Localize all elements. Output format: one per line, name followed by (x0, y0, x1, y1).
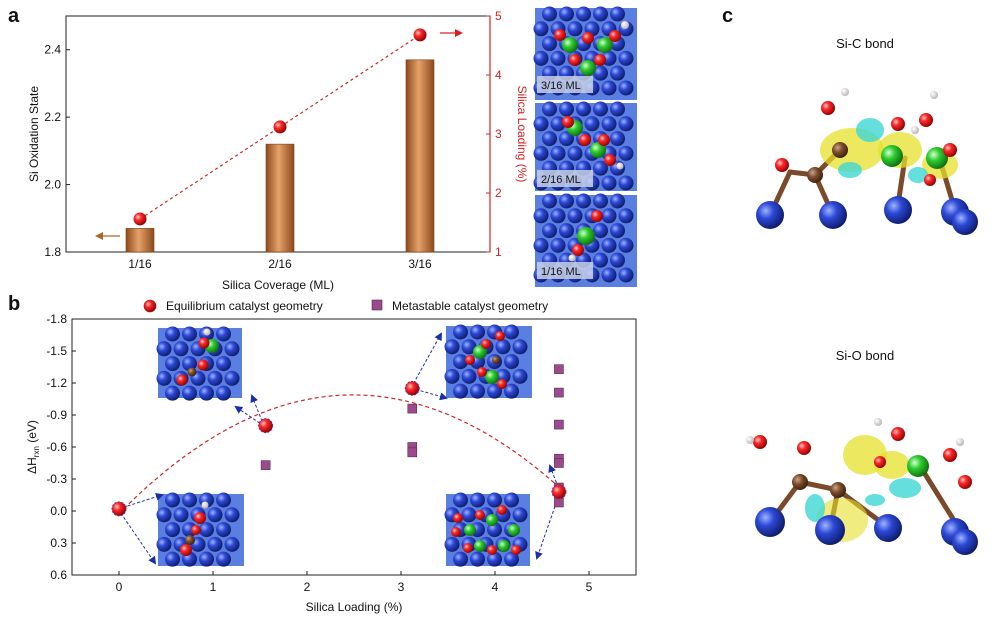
si-o-bond-title: Si-O bond (836, 348, 895, 363)
metastable-point (554, 387, 564, 398)
panel-b-xlabel: Silica Loading (%) (306, 600, 403, 614)
panel-b-chart: -1.8 -1.5 -1.2 -0.9 -0.6 -0.3 0.0 0.3 0.6 0 1 2 3 4 5 (25, 312, 637, 614)
y-tick-label: 0.3 (50, 536, 67, 550)
panel-a-insets: 3/16 ML 2/16 ML 1/16 ML (533, 6, 637, 287)
ylabel-unit: (eV) (25, 420, 39, 446)
y-tick-label: -1.5 (46, 344, 67, 358)
panel-a-chart: 1.8 2.0 2.2 2.4 1 2 3 4 5 1/16 2/16 3/16 Silica C… (27, 9, 529, 292)
left-tick-label: 2.0 (44, 178, 61, 192)
x-tick-label: 3/16 (408, 257, 432, 271)
y-tick-label: 0.6 (50, 568, 67, 582)
metastable-point (554, 458, 564, 468)
si-o-bond-structure-icon (746, 418, 978, 555)
loading-line (139, 34, 421, 220)
x-tick-label: 2/16 (268, 257, 292, 271)
panel-b-y-ticks: -1.8 -1.5 -1.2 -0.9 -0.6 -0.3 0.0 0.3 0.6 (46, 312, 76, 582)
loading-point (413, 28, 427, 42)
arrow-left-icon (95, 232, 120, 240)
right-tick-label: 2 (495, 186, 502, 200)
x-tick-label: 2 (304, 580, 311, 594)
legend-marker-equilibrium (143, 299, 157, 313)
metastable-point (554, 364, 564, 374)
equilibrium-point (551, 484, 567, 500)
y-tick-label: 0.0 (50, 504, 67, 518)
panel-a-x-ticks: 1/16 2/16 3/16 (128, 257, 432, 271)
right-tick-label: 4 (495, 68, 502, 82)
right-tick-label: 1 (495, 245, 502, 259)
panel-b-ylabel: ΔHrxn (eV) (25, 420, 41, 474)
metastable-point (554, 419, 564, 430)
right-tick-label: 5 (495, 9, 502, 23)
equilibrium-point (404, 380, 420, 396)
oxidation-bar (405, 59, 435, 253)
inset-label-1-16: 1/16 ML (541, 266, 581, 278)
fit-curve (118, 394, 560, 515)
arrow-icon (117, 508, 157, 565)
panel-b-label: b (8, 293, 20, 315)
panel-b-x-ticks: 0 1 2 3 4 5 (116, 571, 593, 594)
panel-a-right-ticks: 1 2 3 4 5 (486, 9, 502, 259)
lattice (156, 492, 240, 567)
ylabel-sub: rxn (32, 446, 41, 457)
ylabel-main: ΔH (25, 457, 39, 474)
panel-a-right-ylabel: Silica Loading (%) (515, 86, 529, 183)
panel-b-insets (156, 324, 532, 567)
inset-label-2-16: 2/16 ML (541, 174, 581, 186)
panel-b-fit-curve (118, 394, 560, 515)
metastable-point (407, 447, 418, 458)
surface-model-b-3-icon (156, 492, 244, 567)
left-tick-label: 1.8 (44, 245, 61, 259)
y-tick-label: -1.2 (46, 376, 67, 390)
panel-a-left-ticks: 1.8 2.0 2.2 2.4 (44, 43, 70, 259)
surface-model-b-1-icon (156, 326, 242, 401)
panel-a-label: a (8, 5, 20, 27)
surface-model-3-16-icon: 3/16 ML (533, 6, 637, 100)
right-tick-label: 3 (495, 127, 502, 141)
x-tick-label: 3 (398, 580, 405, 594)
metastable-point (260, 460, 271, 470)
surface-model-1-16-icon: 1/16 ML (533, 193, 637, 287)
panel-b-ylabel-text: ΔHrxn (eV) (25, 420, 41, 474)
arrow-icon (410, 332, 442, 389)
arrow-right-icon (440, 29, 463, 37)
y-tick-label: -1.8 (46, 312, 67, 326)
panel-a-loading-line (133, 28, 427, 226)
x-tick-label: 1/16 (128, 257, 152, 271)
left-tick-label: 2.2 (44, 110, 61, 124)
panel-a-xlabel: Silica Coverage (ML) (222, 278, 334, 292)
loading-point (133, 212, 147, 226)
equilibrium-point (111, 501, 127, 517)
x-tick-label: 1 (210, 580, 217, 594)
panel-c-label: c (722, 5, 733, 27)
oxidation-bar (265, 143, 295, 253)
equilibrium-point (258, 418, 274, 434)
loading-point (273, 120, 287, 134)
y-tick-label: -0.3 (46, 472, 67, 486)
legend-label-equilibrium: Equilibrium catalyst geometry (166, 299, 323, 313)
surface-model-b-2-icon (444, 324, 532, 399)
si-c-bond-title: Si-C bond (836, 36, 894, 51)
x-tick-label: 0 (116, 580, 123, 594)
panel-b-plot-frame (71, 318, 637, 576)
y-tick-label: -0.6 (46, 440, 67, 454)
y-tick-label: -0.9 (46, 408, 67, 422)
metastable-point (554, 497, 564, 508)
si-c-bond-structure-icon (756, 88, 978, 235)
lattice (533, 193, 634, 283)
legend-label-metastable: Metastable catalyst geometry (392, 299, 548, 313)
legend-marker-metastable (371, 299, 383, 311)
oxidation-bar (125, 228, 155, 253)
panel-a-left-ylabel: Si Oxidation State (27, 86, 41, 182)
panel-b-points (111, 364, 567, 517)
panel-b-legend: Equilibrium catalyst geometry Metastable… (143, 299, 548, 313)
inset-label-3-16: 3/16 ML (541, 80, 581, 92)
x-tick-label: 5 (586, 580, 593, 594)
panel-a-bars (125, 59, 435, 253)
left-tick-label: 2.4 (44, 43, 61, 57)
surface-model-b-4-icon (444, 492, 530, 567)
metastable-point (407, 403, 418, 414)
surface-model-2-16-icon: 2/16 ML (533, 101, 637, 191)
x-tick-label: 4 (492, 580, 499, 594)
